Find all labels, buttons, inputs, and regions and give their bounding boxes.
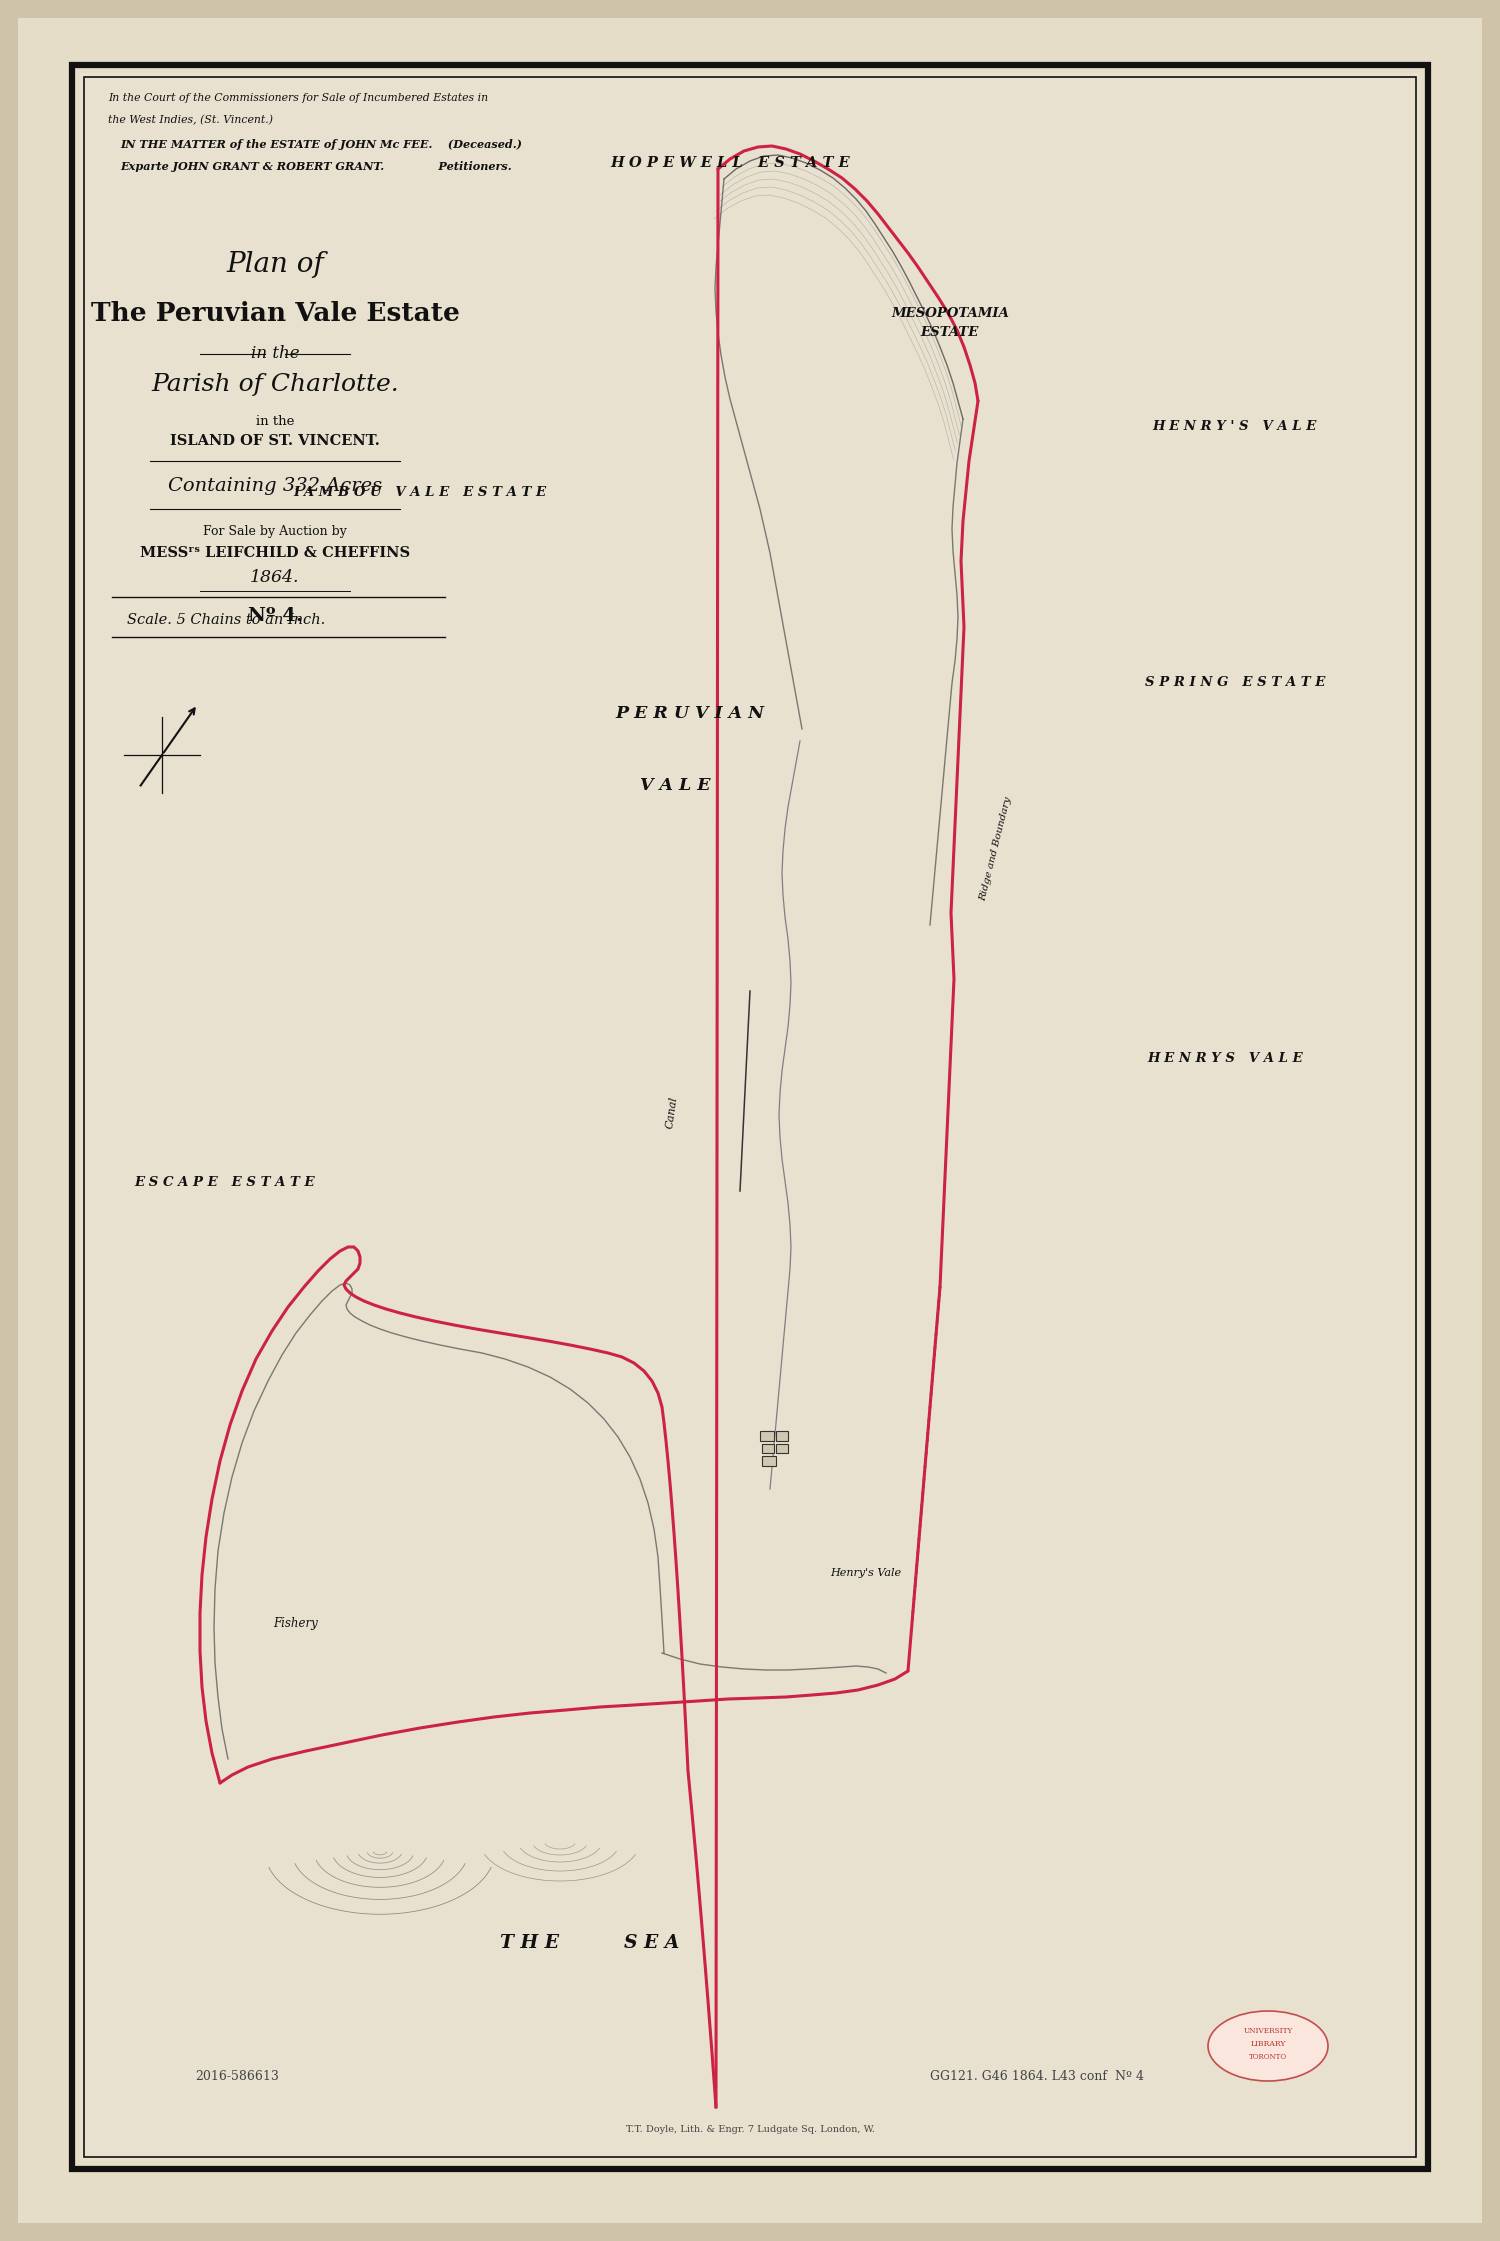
Text: Scale. 5 Chains to an Inch.: Scale. 5 Chains to an Inch. xyxy=(128,614,326,627)
Text: in the: in the xyxy=(251,345,300,363)
Text: The Peruvian Vale Estate: The Peruvian Vale Estate xyxy=(90,300,459,325)
Bar xyxy=(762,1443,774,1452)
Text: MESSʳˢ LEIFCHILD & CHEFFINS: MESSʳˢ LEIFCHILD & CHEFFINS xyxy=(140,547,410,560)
Text: T.T. Doyle, Lith. & Engr. 7 Ludgate Sq. London, W.: T.T. Doyle, Lith. & Engr. 7 Ludgate Sq. … xyxy=(626,2124,874,2133)
Text: TORONTO: TORONTO xyxy=(1250,2053,1287,2062)
Bar xyxy=(80,74,1420,2160)
Text: S P R I N G   E S T A T E: S P R I N G E S T A T E xyxy=(1144,677,1324,690)
Ellipse shape xyxy=(1208,2010,1328,2082)
Text: Containing 332 Acres: Containing 332 Acres xyxy=(168,477,382,495)
Text: 1864.: 1864. xyxy=(251,569,300,585)
Bar xyxy=(760,1432,774,1441)
Bar xyxy=(84,76,1416,2158)
Text: I A M B O U   V A L E   E S T A T E: I A M B O U V A L E E S T A T E xyxy=(294,486,546,500)
Text: P E R U V I A N: P E R U V I A N xyxy=(615,704,765,722)
Text: E S C A P E   E S T A T E: E S C A P E E S T A T E xyxy=(135,1177,315,1190)
Text: Ridge and Boundary: Ridge and Boundary xyxy=(978,796,1014,903)
Text: UNIVERSITY: UNIVERSITY xyxy=(1244,2028,1293,2035)
Bar xyxy=(762,1457,776,1466)
Text: H E N R Y S   V A L E: H E N R Y S V A L E xyxy=(1148,1053,1304,1064)
Text: Fishery: Fishery xyxy=(273,1616,318,1629)
Text: Canal: Canal xyxy=(664,1096,680,1129)
Text: in the: in the xyxy=(256,415,294,428)
Text: Plan of: Plan of xyxy=(226,251,324,278)
Text: MESOPOTAMIA
ESTATE: MESOPOTAMIA ESTATE xyxy=(891,307,1010,338)
Text: Nº 4.: Nº 4. xyxy=(248,607,303,625)
Text: H O P E W E L L   E S T A T E: H O P E W E L L E S T A T E xyxy=(610,157,850,170)
Bar xyxy=(776,1432,788,1441)
Text: GG121. G46 1864. L43 conf  Nº 4: GG121. G46 1864. L43 conf Nº 4 xyxy=(930,2068,1144,2082)
Text: 2016-586613: 2016-586613 xyxy=(195,2068,279,2082)
Text: Parish of Charlotte.: Parish of Charlotte. xyxy=(152,372,399,397)
Text: Exparte JOHN GRANT & ROBERT GRANT.              Petitioners.: Exparte JOHN GRANT & ROBERT GRANT. Petit… xyxy=(120,161,512,173)
Text: In the Court of the Commissioners for Sale of Incumbered Estates in: In the Court of the Commissioners for Sa… xyxy=(108,92,488,103)
Text: T H E          S E A: T H E S E A xyxy=(501,1934,680,1952)
Text: Henry's Vale: Henry's Vale xyxy=(831,1569,902,1578)
Text: IN THE MATTER of the ESTATE of JOHN Mc FEE.    (Deceased.): IN THE MATTER of the ESTATE of JOHN Mc F… xyxy=(120,139,522,150)
Bar xyxy=(776,1443,788,1452)
Text: LIBRARY: LIBRARY xyxy=(1251,2039,1286,2048)
Text: the West Indies, (St. Vincent.): the West Indies, (St. Vincent.) xyxy=(108,114,273,125)
Text: ISLAND OF ST. VINCENT.: ISLAND OF ST. VINCENT. xyxy=(170,435,380,448)
Text: H E N R Y ' S   V A L E: H E N R Y ' S V A L E xyxy=(1154,419,1317,433)
Text: V A L E: V A L E xyxy=(639,778,711,796)
Text: For Sale by Auction by: For Sale by Auction by xyxy=(202,524,346,538)
